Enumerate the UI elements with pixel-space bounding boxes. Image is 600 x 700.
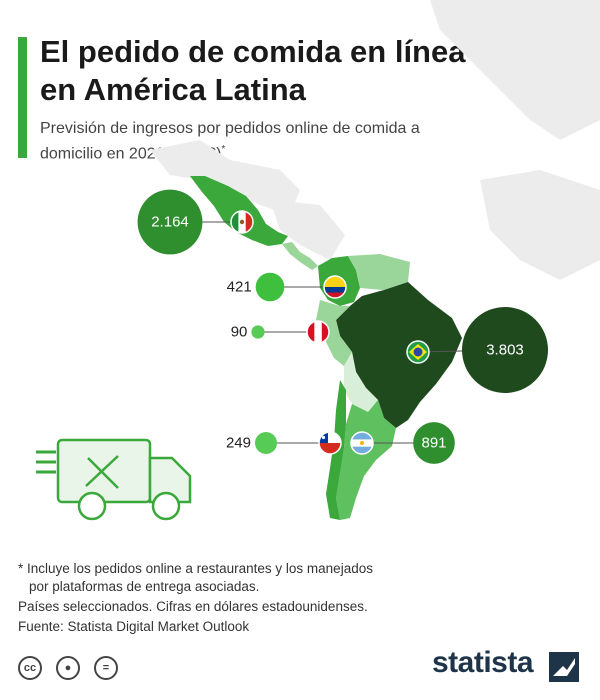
flag-peru-icon bbox=[307, 321, 329, 343]
footnote-line-1: * Incluye los pedidos online a restauran… bbox=[18, 561, 373, 576]
value-labels: 2.164 421 90 3.803 249 891 bbox=[151, 214, 524, 452]
cc-icon[interactable]: cc bbox=[18, 656, 42, 680]
flag-chile-icon bbox=[319, 432, 341, 454]
bubble-peru bbox=[251, 325, 265, 339]
statista-mark-icon bbox=[549, 652, 579, 682]
background-land bbox=[150, 0, 600, 280]
footnote-line-2: por plataformas de entrega asociadas. bbox=[29, 579, 260, 594]
accent-bar bbox=[18, 37, 27, 158]
subtitle-footnote-mark: * bbox=[221, 144, 226, 155]
value-label-mexico: 2.164 bbox=[151, 214, 189, 231]
map: 2.164 421 90 3.803 249 891 bbox=[36, 0, 600, 521]
value-label-peru: 90 bbox=[231, 324, 248, 341]
bubbles bbox=[137, 189, 548, 464]
flag-argentina-icon bbox=[351, 432, 373, 454]
country-brazil bbox=[336, 282, 462, 428]
country-peru bbox=[316, 300, 352, 366]
value-label-argentina: 891 bbox=[421, 435, 446, 452]
page-title: El pedido de comida en línea en América … bbox=[40, 34, 466, 107]
central-south-america bbox=[344, 352, 378, 412]
bubble-chile bbox=[254, 431, 278, 455]
footnote: * Incluye los pedidos online a restauran… bbox=[18, 560, 448, 596]
northern-south-america bbox=[348, 254, 410, 290]
flag-colombia-icon bbox=[324, 276, 346, 298]
delivery-truck-icon bbox=[36, 438, 192, 521]
country-argentina bbox=[336, 400, 396, 520]
bubble-brazil bbox=[462, 307, 548, 393]
bubble-argentina bbox=[413, 422, 455, 464]
nd-icon[interactable]: = bbox=[94, 656, 118, 680]
bubble-colombia bbox=[255, 272, 285, 302]
selection-note: Países seleccionados. Cifras en dólares … bbox=[18, 599, 368, 614]
source-note: Fuente: Statista Digital Market Outlook bbox=[18, 619, 250, 634]
bubble-mexico bbox=[137, 189, 203, 255]
value-label-colombia: 421 bbox=[227, 279, 252, 296]
central-america bbox=[282, 242, 318, 270]
flags bbox=[230, 210, 430, 455]
value-label-chile: 249 bbox=[226, 435, 251, 452]
flag-mexico-icon bbox=[231, 211, 253, 233]
flag-brazil-icon bbox=[407, 341, 429, 363]
value-label-brazil: 3.803 bbox=[486, 342, 524, 359]
by-icon[interactable]: ● bbox=[56, 656, 80, 680]
brand-logo[interactable]: statista bbox=[432, 646, 534, 679]
